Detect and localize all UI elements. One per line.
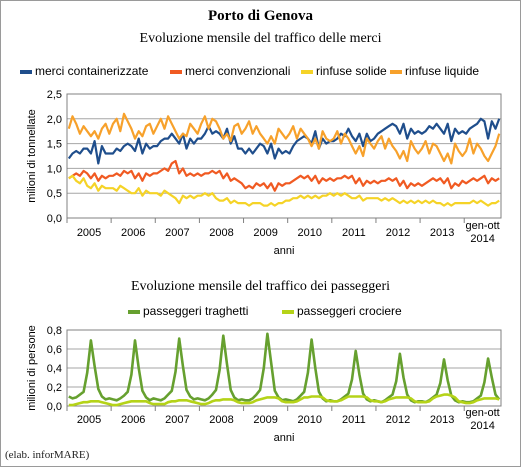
x-tick-label-last: 2014 [470, 420, 494, 432]
y-axis-label: milioni di persone [26, 325, 38, 411]
x-tick-label: 2012 [386, 227, 410, 239]
x-tick-label: 2007 [165, 227, 189, 239]
legend-swatch [20, 70, 32, 74]
x-axis-label: anni [274, 432, 295, 444]
y-tick-label: 0,0 [47, 213, 62, 225]
y-tick-label: 0,2 [47, 382, 62, 394]
legend-label: rinfuse solide [316, 64, 387, 78]
x-tick-label: 2005 [77, 227, 101, 239]
x-tick-label: 2007 [165, 414, 189, 426]
series-line-4 [67, 112, 501, 165]
y-tick-label: 1,0 [47, 163, 62, 175]
x-tick-label: 2008 [209, 227, 233, 239]
y-tick-label: 0,4 [47, 363, 62, 375]
plot-area [66, 93, 502, 219]
passenger-chart-title: Evoluzione mensile del traffico dei pass… [130, 279, 391, 294]
legend-swatch [301, 70, 313, 74]
main-title: Porto di Genova [208, 8, 313, 24]
legend-label: merci containerizzate [35, 64, 149, 78]
x-tick-label: 2009 [253, 227, 277, 239]
y-tick-label: 1,5 [47, 139, 62, 151]
y-tick-label: 0,8 [47, 325, 62, 337]
legend-label: passeggeri traghetti [143, 304, 248, 318]
x-tick-label-last: gen-ott [465, 407, 499, 419]
x-tick-label: 2009 [253, 414, 277, 426]
x-tick-label: 2010 [298, 227, 322, 239]
freight-chart-title: Evoluzione mensile del traffico delle me… [139, 31, 382, 46]
x-tick-label: 2013 [430, 227, 454, 239]
x-tick-label-last: gen-ott [465, 220, 499, 232]
series-line-2 [68, 159, 500, 192]
y-tick-label: 0,5 [47, 188, 62, 200]
y-tick-label: 2,5 [47, 89, 62, 101]
y-tick-label: 0,6 [47, 344, 62, 356]
legend-swatch [282, 310, 294, 314]
x-tick-label: 2005 [77, 414, 101, 426]
series-line-1 [67, 117, 501, 165]
x-axis-label: anni [274, 245, 295, 257]
credit-label: (elab. inforMARE) [5, 449, 90, 461]
x-tick-label: 2012 [386, 414, 410, 426]
x-tick-label-last: 2014 [470, 233, 494, 245]
y-axis-label: milioni di tonnellate [26, 109, 38, 203]
x-tick-label: 2013 [430, 414, 454, 426]
x-tick-label: 2008 [209, 414, 233, 426]
x-tick-label: 2006 [121, 227, 145, 239]
legend-label: rinfuse liquide [405, 64, 479, 78]
y-tick-label: 2,0 [47, 114, 62, 126]
legend-swatch [390, 70, 402, 74]
plot-area [66, 329, 502, 407]
x-tick-label: 2006 [121, 414, 145, 426]
x-tick-label: 2011 [342, 227, 366, 239]
x-tick-label: 2010 [298, 414, 322, 426]
legend-swatch [170, 70, 182, 74]
series-line-2 [68, 393, 500, 407]
legend-swatch [128, 310, 140, 314]
y-tick-label: 0,0 [47, 401, 62, 413]
legend-label: passeggeri crociere [297, 304, 402, 318]
series-line-3 [68, 174, 500, 207]
x-tick-label: 2011 [342, 414, 366, 426]
legend-label: merci convenzionali [185, 64, 290, 78]
